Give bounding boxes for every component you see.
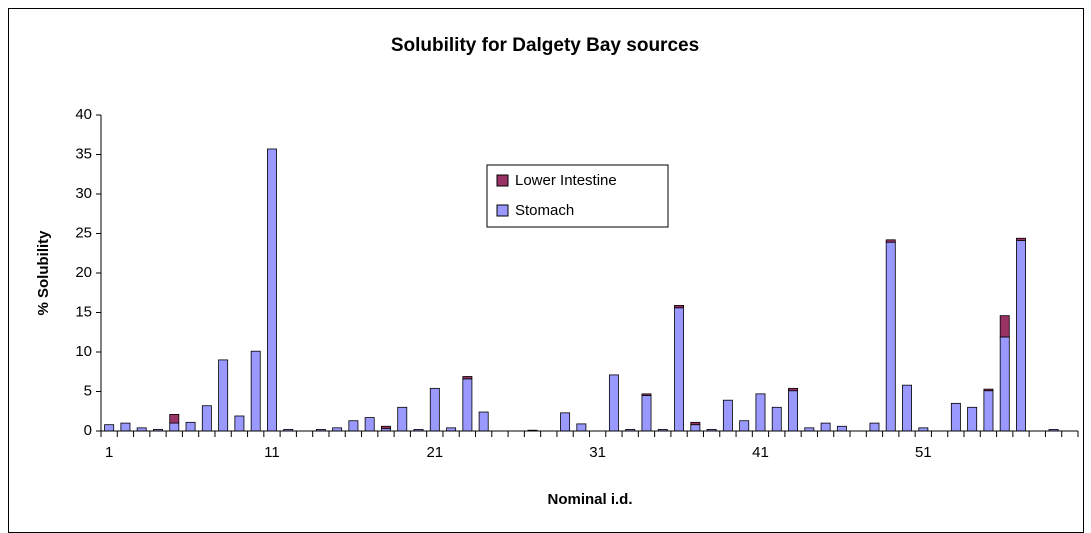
x-tick-label: 1 [105,444,113,461]
bar-segment [983,388,994,392]
bar-segment [1016,240,1026,432]
x-tick-label: 51 [915,444,932,461]
bar-segment [169,414,180,424]
bar-segment [674,304,685,309]
bar-segment [983,390,994,432]
bar-segment [608,374,619,432]
bar-segment [560,412,571,432]
bar-segment [885,239,896,243]
bar-segment [169,422,180,432]
y-tick-label: 35 [75,145,92,162]
bar-segment [267,148,277,432]
bar-segment [397,406,408,432]
chart-title: Solubility for Dalgety Bay sources [391,35,699,56]
bar-segment [722,399,733,432]
bar-segment [967,406,978,432]
bar-segment [218,359,229,432]
y-tick-label: 15 [75,303,92,320]
y-tick-label: 10 [75,343,92,360]
bar-segment [641,395,652,432]
legend-label: Stomach [515,202,574,219]
bar-segment [120,422,131,432]
y-tick-label: 30 [75,185,92,202]
bar-segment [462,376,473,380]
legend-label: Lower Intestine [515,172,617,189]
bar-segment [690,421,701,426]
bar-segment [739,420,750,432]
bar-segment [771,406,782,432]
bar-segment [234,415,245,432]
bar-segment [478,411,489,432]
bar-segment [250,350,261,432]
x-tick-label: 31 [589,444,606,461]
x-axis-title: Nominal i.d. [547,491,632,508]
bar-segment [788,390,799,432]
x-tick-label: 11 [264,444,280,461]
bar-segment [999,315,1010,338]
bar-segment [104,424,115,432]
chart-border [8,8,1084,533]
bar-segment [869,422,880,432]
bar-segment [462,378,473,432]
y-tick-label: 20 [75,264,92,281]
bar-segment [836,425,847,432]
bar-segment [820,422,831,432]
y-tick-label: 25 [75,224,92,241]
bar-segment [788,387,799,392]
x-tick-label: 21 [426,444,443,461]
bar-segment [755,393,766,432]
bar-segment [950,402,961,432]
bar-segment [999,336,1010,432]
legend-swatch [496,204,509,217]
y-tick-label: 5 [84,382,92,399]
bar-segment [576,423,587,432]
bar-segment [348,420,359,432]
y-tick-label: 0 [84,422,92,439]
bar-segment [201,405,212,432]
y-axis-title: % Solubility [35,230,52,316]
legend-box [486,164,669,228]
bar-segment [429,387,440,432]
bar-segment [674,307,685,432]
bar-segment [641,393,652,396]
bar-segment [690,424,701,432]
y-tick-label: 40 [75,106,92,123]
x-tick-label: 41 [752,444,769,461]
bar-segment [885,241,896,432]
legend-swatch [496,174,509,187]
bar-segment [380,425,391,430]
bar-segment [902,384,912,432]
bar-segment [1016,237,1026,242]
bar-segment [185,421,196,432]
bar-segment [364,417,375,432]
